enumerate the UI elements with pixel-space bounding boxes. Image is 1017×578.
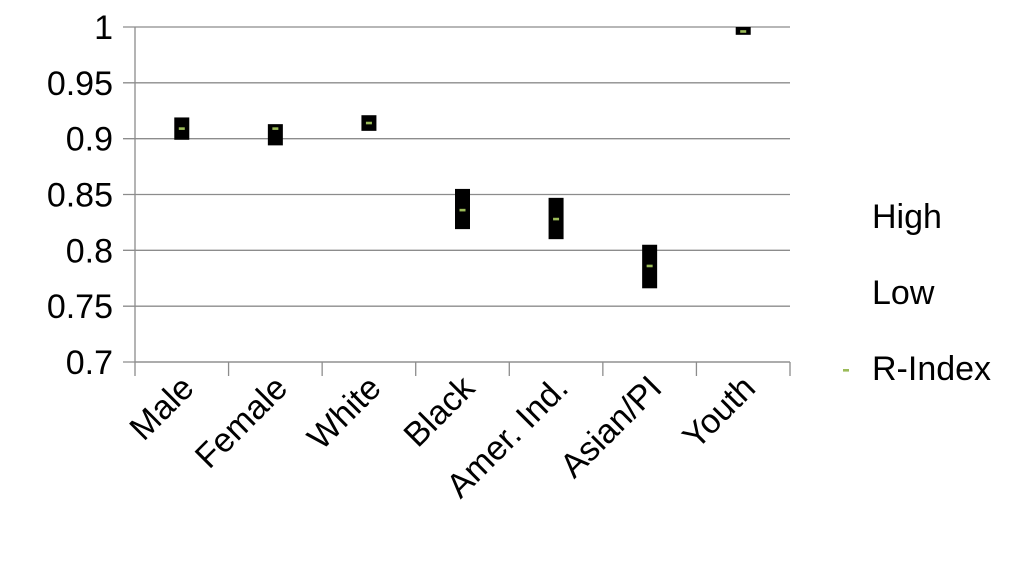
grid-lines bbox=[123, 26, 790, 363]
x-tick-label: White bbox=[300, 369, 388, 457]
r-index-marker bbox=[740, 30, 747, 33]
r-index-marker bbox=[459, 208, 466, 212]
y-tick-label: 0.85 bbox=[47, 177, 113, 215]
legend-label: Low bbox=[872, 274, 935, 312]
high-low-bar bbox=[267, 124, 283, 146]
y-tick-label: 0.95 bbox=[47, 65, 113, 103]
r-index-marker bbox=[646, 264, 653, 268]
r-index-marker bbox=[272, 127, 279, 130]
y-tick-labels: 0.7 0.75 0.8 0.85 0.9 0.95 1 bbox=[47, 9, 113, 382]
legend-label: High bbox=[872, 198, 942, 236]
y-tick-label: 0.9 bbox=[66, 121, 113, 159]
y-tick-label: 1 bbox=[94, 9, 113, 47]
legend-r-index-swatch bbox=[843, 369, 849, 372]
x-tick-label: Female bbox=[188, 369, 295, 476]
y-tick-label: 0.7 bbox=[66, 344, 113, 382]
x-tick-label: Male bbox=[122, 369, 201, 448]
x-tick-label: Black bbox=[396, 368, 482, 454]
legend-label: R-Index bbox=[872, 350, 991, 388]
r-index-marker bbox=[178, 127, 185, 130]
legend: High Low R-Index bbox=[843, 198, 991, 388]
x-tick-label: Asian/PI bbox=[553, 369, 669, 485]
r-index-marker bbox=[553, 217, 560, 221]
y-tick-label: 0.75 bbox=[47, 288, 113, 326]
r-index-marker bbox=[365, 121, 372, 125]
y-tick-label: 0.8 bbox=[66, 232, 113, 270]
x-axis bbox=[134, 27, 791, 376]
x-tick-label: Youth bbox=[675, 369, 762, 456]
range-bars bbox=[174, 27, 751, 289]
